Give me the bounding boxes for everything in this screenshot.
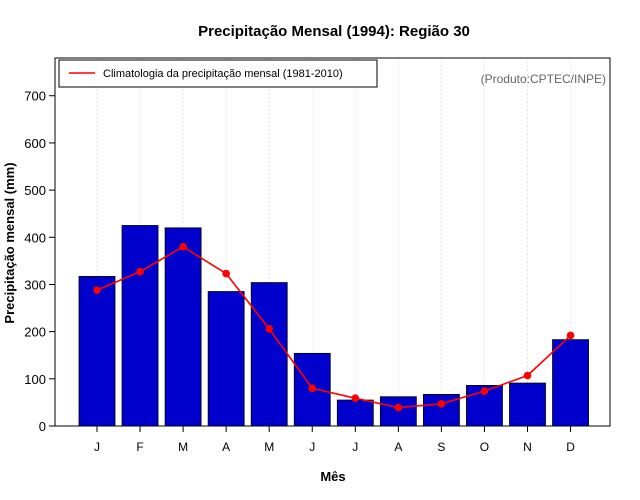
- y-tick-label-0: 0: [39, 419, 46, 434]
- x-tick-label-10: O: [480, 440, 489, 454]
- bar-j-7: [336, 399, 374, 427]
- climatology-point-6: [308, 384, 317, 393]
- y-tick-label-200: 200: [24, 325, 46, 340]
- legend-box: [58, 59, 378, 88]
- plot-frame: [54, 57, 611, 427]
- bar-s-9: [422, 393, 460, 427]
- chart-title: Precipitação Mensal (1994): Região 30: [198, 23, 470, 40]
- y-tick-label-700: 700: [24, 89, 46, 104]
- bar-f-2: [121, 225, 159, 427]
- y-tick-label-300: 300: [24, 277, 46, 292]
- x-axis-title: Mês: [320, 469, 345, 484]
- climatology-point-4: [222, 269, 230, 278]
- climatology-point-5: [265, 325, 274, 333]
- bar-n-11: [509, 382, 546, 427]
- climatology-point-10: [480, 387, 489, 395]
- x-tick-label-5: M: [264, 440, 274, 454]
- x-tick-label-6: J: [309, 440, 315, 454]
- legend: Climatologia da precipitação mensal (198…: [58, 59, 378, 88]
- bar-d-12: [552, 339, 589, 427]
- climatology-point-8: [394, 403, 403, 412]
- x-tick-label-2: F: [136, 440, 143, 454]
- source-annotation: (Produto:CPTEC/INPE): [481, 72, 606, 86]
- climatology-point-3: [179, 242, 187, 251]
- x-tick-label-7: J: [352, 440, 358, 454]
- climatology-point-11: [523, 371, 532, 380]
- x-tick-label-12: D: [566, 440, 575, 454]
- x-tick-label-1: J: [94, 440, 100, 454]
- y-tick-label-500: 500: [24, 183, 46, 198]
- climatology-point-7: [351, 394, 360, 402]
- bar-m-5: [250, 282, 288, 427]
- bar-j-1: [78, 276, 116, 427]
- x-tick-label-8: A: [394, 440, 402, 454]
- bar-a-4: [207, 291, 245, 427]
- bar-m-3: [164, 227, 202, 427]
- bar-series: [78, 225, 589, 427]
- y-axis: 0 100 200 300 400 500 600 700: [24, 89, 55, 434]
- x-tick-label-11: N: [523, 440, 532, 454]
- x-tick-label-3: M: [178, 440, 188, 454]
- climatology-line-series: [93, 242, 575, 412]
- climatology-point-2: [136, 267, 144, 276]
- climatology-point-1: [93, 286, 101, 294]
- climatology-point-12: [566, 331, 575, 340]
- y-axis-title: Precipitação mensal (mm): [2, 162, 17, 323]
- x-tick-label-4: A: [222, 440, 230, 454]
- x-tick-label-9: S: [437, 440, 445, 454]
- climatology-point-9: [437, 400, 446, 408]
- y-tick-label-100: 100: [24, 372, 46, 387]
- y-tick-label-600: 600: [24, 136, 46, 151]
- y-tick-label-400: 400: [24, 230, 46, 245]
- climatology-line: [96, 245, 572, 409]
- legend-entry-climatology: Climatologia da precipitação mensal (198…: [103, 68, 343, 80]
